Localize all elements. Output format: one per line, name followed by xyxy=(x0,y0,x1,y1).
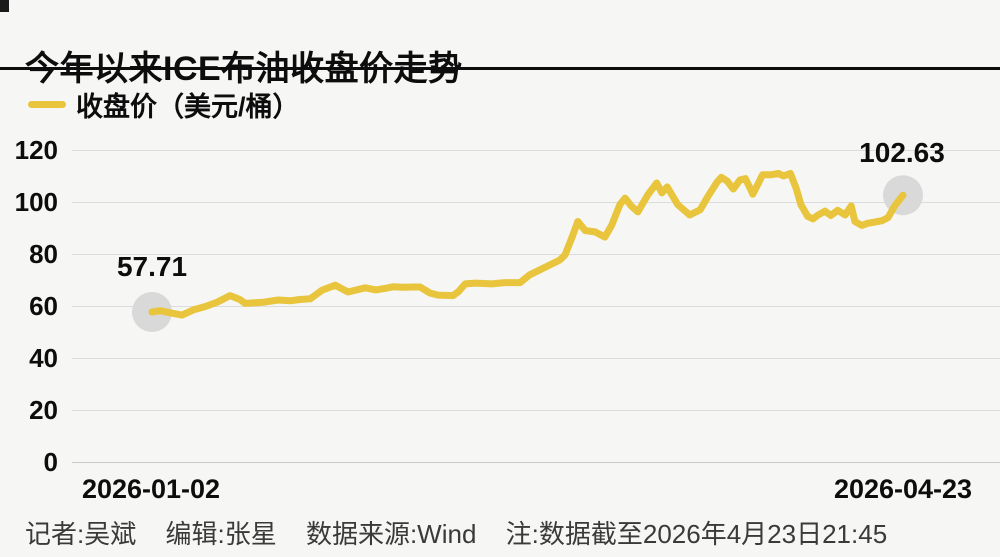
ytick-20: 20 xyxy=(29,395,58,425)
gridline-20 xyxy=(72,410,1000,411)
gridline-120 xyxy=(72,150,1000,151)
end-value-label: 102.63 xyxy=(859,137,945,168)
ytick-100: 100 xyxy=(14,187,58,217)
ytick-0: 0 xyxy=(43,447,58,477)
footer-source: 数据来源:Wind xyxy=(305,519,477,549)
footer-note: 注:数据截至2026年4月23日21:45 xyxy=(505,519,888,549)
ytick-80: 80 xyxy=(29,239,58,269)
closing-price-line xyxy=(148,169,907,319)
gridline-60 xyxy=(72,306,1000,307)
xtick-end-date: 2026-04-23 xyxy=(833,474,973,504)
gridline-100 xyxy=(72,202,1000,203)
ytick-40: 40 xyxy=(29,343,58,373)
gridline-0 xyxy=(72,462,1000,463)
footer-editor: 编辑:张星 xyxy=(165,519,277,549)
ytick-120: 120 xyxy=(14,135,58,165)
footer-credits: 记者:吴斌 编辑:张星 数据来源:Wind 注:数据截至2026年4月23日21… xyxy=(25,514,995,551)
gridline-40 xyxy=(72,358,1000,359)
start-value-label: 57.71 xyxy=(116,251,188,282)
ytick-60: 60 xyxy=(29,291,58,321)
legend: 收盘价（美元/桶） xyxy=(28,88,300,122)
xtick-start-date: 2026-01-02 xyxy=(81,474,221,504)
title-divider xyxy=(0,67,1000,70)
legend-label: 收盘价（美元/桶） xyxy=(76,91,300,122)
footer-reporter: 记者:吴斌 xyxy=(25,519,137,549)
gridline-80 xyxy=(72,254,1000,255)
page-corner-mark xyxy=(0,0,9,12)
legend-line-swatch xyxy=(28,100,66,108)
